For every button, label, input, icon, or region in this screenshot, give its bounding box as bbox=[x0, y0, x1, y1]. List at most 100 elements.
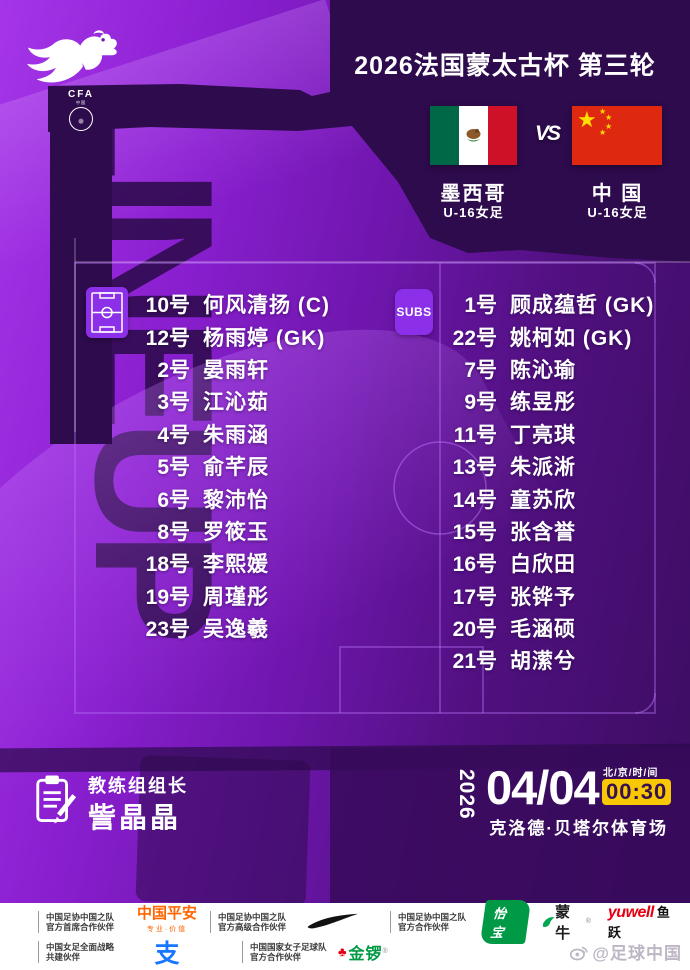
player-name: 练昱彤 bbox=[510, 391, 576, 415]
divider bbox=[38, 940, 39, 963]
divider bbox=[38, 910, 39, 933]
partner-label-line1: 中国国家女子足球队 bbox=[250, 941, 327, 952]
timezone-label: 北/京/时/间 bbox=[603, 768, 659, 779]
partner-label-line2: 共建伙伴 bbox=[46, 951, 81, 962]
player-number: 1号 bbox=[464, 294, 497, 318]
player-number: 8号 bbox=[157, 520, 190, 544]
alipay-logo: 支 bbox=[154, 939, 180, 968]
player-number: 16号 bbox=[452, 553, 497, 577]
yibao-logo: 怡宝 bbox=[479, 899, 531, 944]
player-number: 17号 bbox=[452, 585, 497, 609]
mexico-flag bbox=[430, 106, 517, 165]
cfa-crest-text: CFA bbox=[68, 89, 94, 100]
mexico-eagle-emblem bbox=[466, 129, 481, 142]
player-number: 12号 bbox=[145, 326, 190, 350]
china-flag-small-star: ★ bbox=[605, 122, 613, 131]
starter-row: 4号 朱雨涵 bbox=[0, 418, 330, 450]
jinluo-person-icon: ♣ bbox=[338, 944, 348, 959]
player-number: 13号 bbox=[452, 456, 497, 480]
player-name: 胡潆兮 bbox=[510, 650, 576, 674]
player-name: 张铧予 bbox=[510, 585, 576, 609]
starter-row: 6号 黎沛怡 bbox=[0, 482, 330, 514]
cfa-crest-circle bbox=[69, 107, 93, 131]
vs-label: VS bbox=[534, 122, 561, 145]
sponsor-strip: 中国足协中国之队 官方首席合作伙伴 中国平安 专业·价值 中国足协中国之队 官方… bbox=[0, 899, 690, 970]
partner-label-line2: 官方合作伙伴 bbox=[250, 951, 302, 962]
player-name: 顾成蕴哲 (GK) bbox=[510, 294, 655, 318]
player-number: 3号 bbox=[157, 391, 190, 415]
player-name: 何风清扬 (C) bbox=[203, 294, 330, 318]
cfa-crest-subtext: 中国 bbox=[76, 100, 86, 105]
match-date: 04/04 bbox=[486, 761, 600, 814]
background-dark-band-left bbox=[50, 86, 112, 444]
starter-row: 23号 吴逸羲 bbox=[0, 612, 330, 644]
sub-row: 15号 张含誉 bbox=[307, 515, 654, 547]
sponsor-cell-alipay: 中国女足全面战略 共建伙伴 支 bbox=[38, 934, 202, 970]
player-name: 朱雨涵 bbox=[203, 423, 269, 447]
player-number: 18号 bbox=[145, 553, 190, 577]
starter-row: 8号 罗筱玉 bbox=[0, 515, 330, 547]
player-number: 21号 bbox=[452, 650, 497, 674]
player-name: 姚柯如 (GK) bbox=[510, 326, 633, 350]
sub-row: 20号 毛涵硕 bbox=[307, 612, 654, 644]
player-number: 20号 bbox=[452, 618, 497, 642]
player-name: 俞芊辰 bbox=[203, 456, 269, 480]
china-flag-small-star: ★ bbox=[605, 113, 613, 122]
kickoff-time-badge: 00:30 bbox=[602, 779, 672, 805]
starter-row: 3号 江沁茹 bbox=[0, 385, 330, 417]
player-number: 5号 bbox=[157, 456, 190, 480]
sub-row: 17号 张铧予 bbox=[307, 580, 654, 612]
player-name: 张含誉 bbox=[510, 520, 576, 544]
player-number: 4号 bbox=[157, 423, 190, 447]
mengniu-logo: 蒙牛 ® bbox=[542, 901, 592, 943]
mengniu-leaf-icon bbox=[542, 916, 555, 927]
partner-label-line2: 官方首席合作伙伴 bbox=[46, 921, 115, 932]
player-number: 15号 bbox=[452, 520, 497, 544]
yuwell-logo: yuwell 鱼跃 bbox=[607, 903, 670, 940]
starter-row: 10号 何风清扬 (C) bbox=[0, 288, 330, 320]
starter-row: 19号 周瑾彤 bbox=[0, 580, 330, 612]
divider bbox=[390, 910, 391, 933]
china-flag-small-star: ★ bbox=[599, 128, 607, 137]
player-number: 14号 bbox=[452, 488, 497, 512]
sub-row: 9号 练昱彤 bbox=[307, 385, 654, 417]
sub-row: 14号 童苏欣 bbox=[307, 482, 654, 514]
sub-row: 7号 陈沁瑜 bbox=[307, 353, 654, 385]
sub-row: 11号 丁亮琪 bbox=[307, 418, 654, 450]
player-number: 19号 bbox=[145, 585, 190, 609]
sub-row: 13号 朱派淅 bbox=[307, 450, 654, 482]
subs-badge: SUBS bbox=[395, 289, 433, 335]
player-number: 2号 bbox=[157, 358, 190, 382]
away-team-category: U-16女足 bbox=[587, 205, 648, 220]
starters-list: 10号 何风清扬 (C) 12号 杨雨婷 (GK) 2号 晏雨轩 3号 江沁茹 … bbox=[0, 288, 330, 644]
starter-row: 12号 杨雨婷 (GK) bbox=[0, 320, 330, 352]
background-dark-block-bottom-right bbox=[330, 748, 690, 904]
coach-title: 教练组组长 bbox=[88, 776, 188, 796]
pingan-logo: 中国平安 专业·价值 bbox=[134, 906, 200, 937]
sponsor-row-1: 中国足协中国之队 官方首席合作伙伴 中国平安 专业·价值 中国足协中国之队 官方… bbox=[38, 899, 680, 944]
player-name: 丁亮琪 bbox=[510, 423, 576, 447]
starter-row: 5号 俞芊辰 bbox=[0, 450, 330, 482]
sponsor-cell-jinluo: 中国国家女子足球队 官方合作伙伴 ♣ 金锣 ® bbox=[242, 940, 389, 964]
sub-row: 22号 姚柯如 (GK) bbox=[307, 320, 654, 352]
china-flag: ★ ★ ★ ★ ★ bbox=[572, 106, 662, 165]
starter-row: 18号 李熙媛 bbox=[0, 547, 330, 579]
china-flag-big-star: ★ bbox=[577, 107, 597, 132]
sponsor-cell-pingan: 中国足协中国之队 官方首席合作伙伴 中国平安 专业·价值 bbox=[38, 906, 200, 937]
poster-title: 2026法国蒙太古杯 第三轮 bbox=[354, 52, 656, 80]
pingan-slogan: 专业·价值 bbox=[146, 925, 188, 933]
player-name: 吴逸羲 bbox=[203, 618, 269, 642]
player-number: 11号 bbox=[453, 423, 497, 447]
away-team-name: 中 国 bbox=[591, 183, 644, 205]
divider bbox=[242, 940, 243, 963]
player-name: 杨雨婷 (GK) bbox=[203, 326, 326, 350]
player-name: 朱派淅 bbox=[510, 456, 576, 480]
player-name: 童苏欣 bbox=[510, 488, 576, 512]
starters-pitch-icon bbox=[86, 287, 128, 338]
player-name: 晏雨轩 bbox=[203, 358, 269, 382]
watermark-text: @足球中国 bbox=[592, 944, 682, 963]
china-flag-small-star: ★ bbox=[599, 107, 607, 116]
sponsor-cell-nike: 中国足协中国之队 官方高级合作伙伴 bbox=[210, 910, 376, 933]
partner-label-line1: 中国足协中国之队 bbox=[398, 911, 467, 922]
